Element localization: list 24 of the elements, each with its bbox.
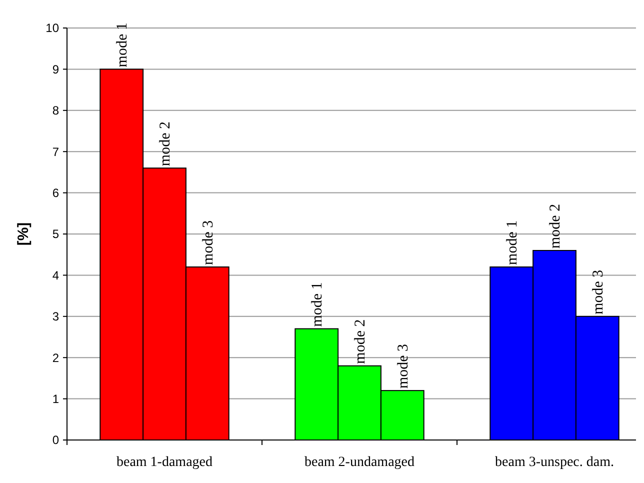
text: mode 2	[548, 204, 564, 248]
y-tick-label: 9	[52, 62, 60, 76]
y-tick-label: 4	[52, 268, 60, 282]
y-axis-title: [%]	[15, 222, 32, 246]
x-tick-label: beam 1-damaged	[116, 455, 213, 470]
y-tick-label: 6	[52, 186, 60, 200]
y-tick-label: 1	[52, 392, 60, 406]
y-tick-label: 0	[52, 433, 60, 448]
y-tick-label: 7	[52, 144, 60, 159]
y-tick-label: 3	[52, 310, 60, 324]
text: mode 3	[200, 220, 216, 265]
x-tick-label: beam 3-unspec. dam.	[495, 455, 614, 470]
y-tick-label: 10	[46, 21, 60, 36]
text: mode 1	[310, 282, 326, 327]
text: mode 3	[590, 270, 606, 314]
y-tick-label: 5	[52, 227, 60, 242]
text: mode 2	[352, 319, 368, 364]
text: mode 2	[158, 122, 174, 166]
text: mode 3	[395, 344, 412, 389]
text: mode 1	[114, 22, 131, 68]
text: mode 1	[504, 220, 521, 265]
x-tick-label: beam 2-undamaged	[304, 455, 415, 470]
y-tick-label: 2	[52, 350, 60, 365]
y-tick-label: 8	[52, 104, 60, 118]
